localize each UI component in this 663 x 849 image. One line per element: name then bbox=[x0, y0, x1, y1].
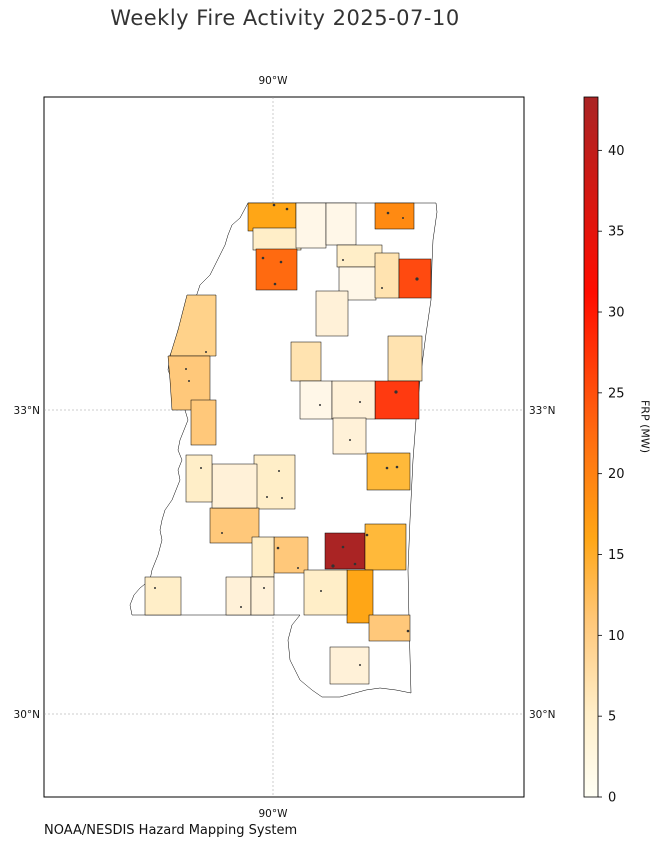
colorbar-tick-label: 25 bbox=[608, 386, 625, 401]
county-jasper bbox=[324, 532, 366, 570]
bottom-lon-label: 90°W bbox=[259, 808, 289, 820]
county-wilkinson bbox=[144, 576, 182, 616]
source-credit: NOAA/NESDIS Hazard Mapping System bbox=[44, 823, 298, 838]
colorbar-tick-label: 5 bbox=[608, 710, 616, 725]
top-lon-label: 90°W bbox=[259, 75, 289, 87]
county-tishomingo bbox=[374, 202, 415, 230]
colorbar-tick-label: 35 bbox=[608, 225, 625, 240]
county-noxubee bbox=[387, 335, 423, 382]
lat-label-33-left: 33°N bbox=[14, 405, 40, 417]
map-title: Weekly Fire Activity 2025-07-10 bbox=[110, 6, 460, 30]
county-madison bbox=[253, 454, 296, 510]
colorbar: 0 5 10 15 20 25 30 35 40 bbox=[583, 96, 625, 806]
county-copiah bbox=[251, 536, 275, 578]
county-humphreys bbox=[190, 399, 217, 446]
colorbar-tick-label: 15 bbox=[608, 548, 625, 563]
county-winston bbox=[331, 380, 376, 420]
county-itawamba bbox=[374, 252, 400, 299]
county-wayne bbox=[346, 569, 374, 624]
county-desoto bbox=[247, 202, 297, 232]
county-greene bbox=[368, 614, 411, 642]
colorbar-tick-label: 40 bbox=[608, 144, 625, 159]
county-attala bbox=[299, 380, 333, 420]
colorbar-label: FRP (MW) bbox=[638, 399, 652, 454]
county-walthall bbox=[250, 576, 275, 616]
county-neshoba bbox=[332, 417, 367, 455]
county-hinds bbox=[209, 507, 260, 544]
county-panola bbox=[255, 248, 298, 291]
county-covington bbox=[303, 569, 348, 616]
colorbar-tick-label: 30 bbox=[608, 306, 625, 321]
county-kemper bbox=[366, 452, 411, 491]
county-benton bbox=[325, 202, 357, 246]
lat-label-30-left: 30°N bbox=[14, 709, 40, 721]
county-issaquena bbox=[185, 454, 213, 503]
county-webster bbox=[290, 341, 322, 382]
county-rankin bbox=[273, 536, 309, 574]
colorbar-tick-label: 20 bbox=[608, 467, 625, 482]
lat-label-33-right: 33°N bbox=[529, 405, 555, 417]
county-lowndes bbox=[374, 380, 420, 420]
county-clarke bbox=[364, 523, 407, 571]
county-monroe bbox=[398, 258, 432, 299]
county-stone bbox=[329, 646, 370, 685]
colorbar-tick-label: 0 bbox=[608, 791, 616, 806]
county-fills bbox=[144, 202, 432, 685]
lat-label-30-right: 30°N bbox=[529, 709, 555, 721]
county-calhoun bbox=[315, 290, 349, 337]
county-marshall bbox=[295, 202, 327, 249]
county-tate bbox=[252, 227, 302, 251]
county-pike bbox=[225, 576, 252, 616]
county-yazoo bbox=[211, 463, 258, 509]
fire-points bbox=[154, 203, 419, 666]
colorbar-tick-label: 10 bbox=[608, 629, 625, 644]
colorbar-gradient bbox=[583, 96, 599, 798]
